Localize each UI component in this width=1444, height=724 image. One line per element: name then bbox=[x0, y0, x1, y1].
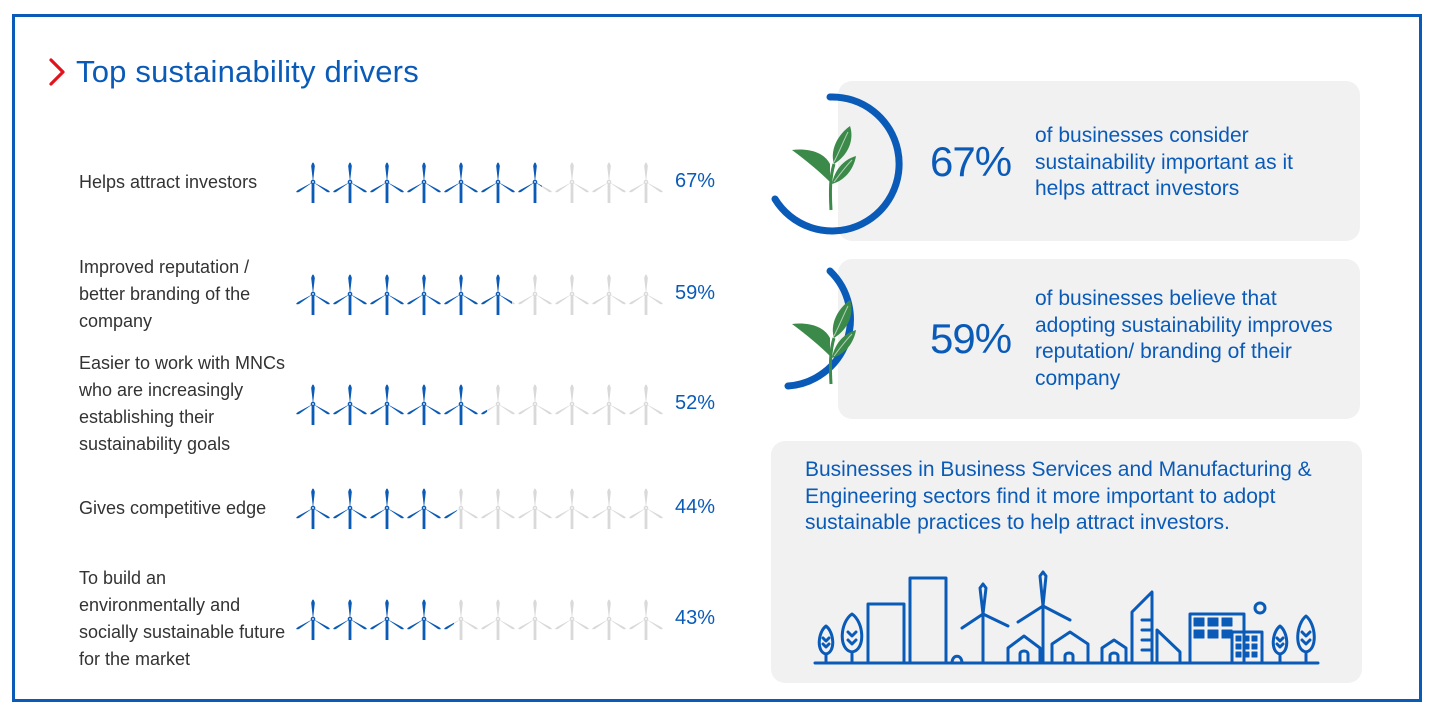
green-city-skyline-icon bbox=[813, 570, 1320, 665]
plant-icon bbox=[792, 126, 856, 211]
wind-turbine-icon bbox=[628, 486, 665, 530]
wind-turbine-icon bbox=[591, 272, 628, 316]
insight-text: Businesses in Business Services and Manu… bbox=[805, 458, 1312, 534]
wind-turbine-icon bbox=[517, 272, 554, 316]
wind-turbine-icon bbox=[554, 160, 591, 204]
wind-turbine-icon bbox=[628, 382, 665, 426]
wind-turbine-icon bbox=[480, 160, 517, 204]
wind-turbine-icon bbox=[591, 486, 628, 530]
driver-label: Gives competitive edge bbox=[79, 497, 267, 518]
wind-turbine-icon bbox=[332, 160, 369, 204]
wind-turbine-icon bbox=[443, 160, 480, 204]
wind-turbine-icon bbox=[295, 597, 332, 641]
wind-turbine-icon bbox=[443, 597, 480, 641]
wind-turbine-icon bbox=[369, 160, 406, 204]
wind-turbine-icon bbox=[554, 597, 591, 641]
wind-turbine-icon bbox=[443, 486, 480, 530]
wind-turbine-icon bbox=[591, 597, 628, 641]
wind-turbine-icon bbox=[480, 597, 517, 641]
stat-card-investors bbox=[838, 81, 1360, 241]
driver-row: Easier to work with MNCs who are increas… bbox=[79, 337, 739, 471]
page-title: Top sustainability drivers bbox=[76, 54, 419, 89]
wind-turbine-icon bbox=[554, 382, 591, 426]
wind-turbine-icon bbox=[517, 486, 554, 530]
wind-turbine-icon bbox=[554, 486, 591, 530]
plant-icon bbox=[792, 300, 856, 385]
wind-turbine-icon bbox=[591, 160, 628, 204]
driver-label: To build an environmentally and socially… bbox=[79, 568, 286, 669]
wind-turbine-icon bbox=[369, 382, 406, 426]
wind-turbine-icon bbox=[332, 486, 369, 530]
wind-turbine-icon bbox=[443, 382, 480, 426]
wind-turbine-icon bbox=[628, 597, 665, 641]
driver-label: Improved reputation / better branding of… bbox=[79, 256, 251, 331]
stat-value: 67% bbox=[930, 138, 1012, 185]
wind-turbine-icon bbox=[628, 272, 665, 316]
wind-turbine-icon bbox=[295, 382, 332, 426]
turbine-pictograph bbox=[295, 597, 665, 641]
stat-description: of businesses consider sustainability im… bbox=[1035, 124, 1293, 200]
wind-turbine-icon bbox=[406, 486, 443, 530]
driver-row: Gives competitive edge 44% bbox=[79, 481, 739, 535]
section-header: Top sustainability drivers bbox=[48, 54, 419, 90]
wind-turbine-icon bbox=[406, 160, 443, 204]
wind-turbine-icon bbox=[591, 382, 628, 426]
wind-turbine-icon bbox=[332, 382, 369, 426]
turbine-pictograph bbox=[295, 272, 665, 316]
wind-turbine-icon bbox=[480, 382, 517, 426]
driver-label: Easier to work with MNCs who are increas… bbox=[79, 353, 286, 454]
wind-turbine-icon bbox=[295, 486, 332, 530]
stat-description: of businesses believe that adopting sust… bbox=[1035, 287, 1333, 390]
wind-turbine-icon bbox=[443, 272, 480, 316]
driver-row: Improved reputation / better branding of… bbox=[79, 254, 739, 334]
driver-row: To build an environmentally and socially… bbox=[79, 565, 739, 673]
progress-ring bbox=[771, 93, 903, 235]
wind-turbine-icon bbox=[628, 160, 665, 204]
wind-turbine-icon bbox=[332, 272, 369, 316]
stat-card-reputation bbox=[838, 259, 1360, 419]
infographic-frame bbox=[12, 14, 1422, 702]
stat-value: 59% bbox=[930, 315, 1012, 362]
wind-turbine-icon bbox=[406, 597, 443, 641]
chevron-right-icon bbox=[49, 58, 65, 86]
wind-turbine-icon bbox=[406, 382, 443, 426]
wind-turbine-icon bbox=[480, 272, 517, 316]
turbine-pictograph bbox=[295, 486, 665, 530]
wind-turbine-icon bbox=[295, 160, 332, 204]
wind-turbine-icon bbox=[332, 597, 369, 641]
wind-turbine-icon bbox=[369, 272, 406, 316]
wind-turbine-icon bbox=[517, 160, 554, 204]
driver-percentage: 59% bbox=[675, 282, 716, 304]
turbine-pictograph bbox=[295, 382, 665, 426]
driver-percentage: 52% bbox=[675, 392, 716, 414]
driver-percentage: 44% bbox=[675, 496, 716, 518]
turbine-pictograph bbox=[295, 160, 665, 204]
wind-turbine-icon bbox=[406, 272, 443, 316]
driver-percentage: 67% bbox=[675, 170, 716, 192]
driver-percentage: 43% bbox=[675, 607, 716, 629]
wind-turbine-icon bbox=[517, 597, 554, 641]
wind-turbine-icon bbox=[295, 272, 332, 316]
wind-turbine-icon bbox=[517, 382, 554, 426]
wind-turbine-icon bbox=[480, 486, 517, 530]
driver-label: Helps attract investors bbox=[79, 171, 258, 192]
wind-turbine-icon bbox=[369, 486, 406, 530]
wind-turbine-icon bbox=[369, 597, 406, 641]
wind-turbine-icon bbox=[554, 272, 591, 316]
driver-row: Helps attract investors 67% bbox=[79, 160, 739, 204]
